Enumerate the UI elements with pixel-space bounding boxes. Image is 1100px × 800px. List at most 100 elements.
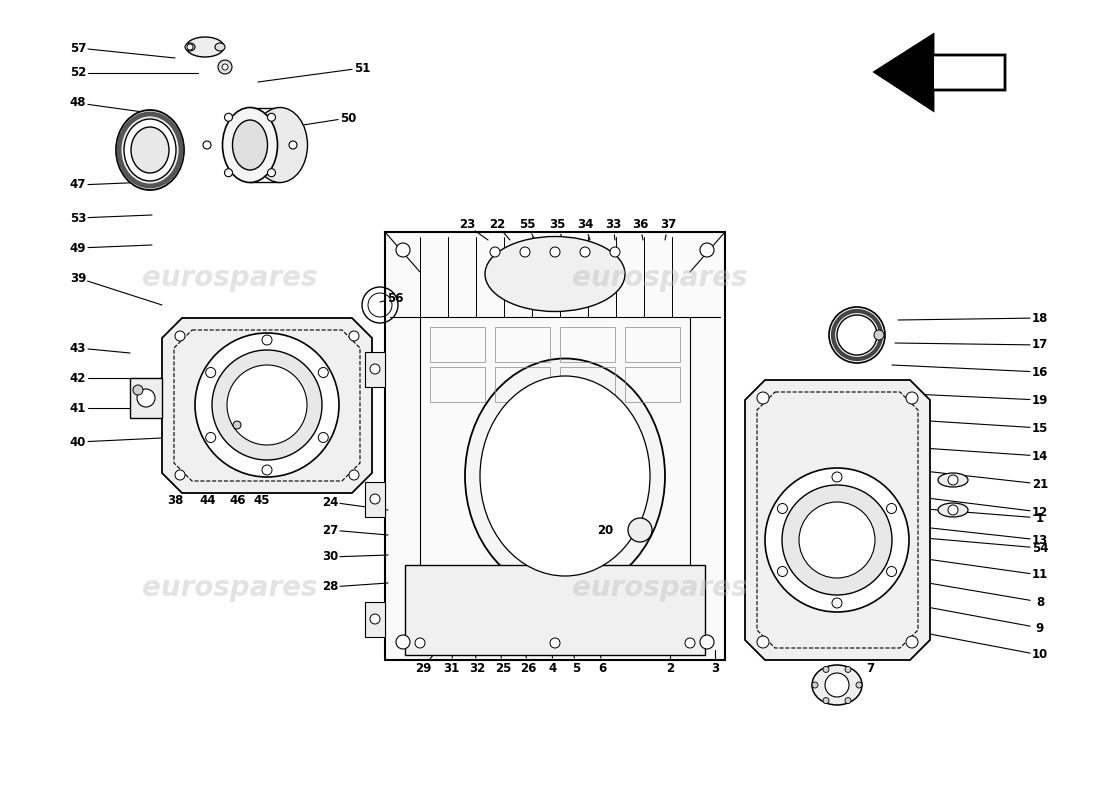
Text: 32: 32 <box>469 662 485 674</box>
Polygon shape <box>874 35 1005 110</box>
Circle shape <box>370 364 379 374</box>
Text: 9: 9 <box>1036 622 1044 634</box>
Polygon shape <box>874 35 933 110</box>
Bar <box>430 327 485 362</box>
Circle shape <box>845 698 851 703</box>
Circle shape <box>396 635 410 649</box>
Circle shape <box>318 367 328 378</box>
Circle shape <box>195 333 339 477</box>
Circle shape <box>224 114 232 122</box>
Text: 54: 54 <box>1032 542 1048 554</box>
Circle shape <box>187 44 192 50</box>
Text: 26: 26 <box>520 662 536 674</box>
Text: 7: 7 <box>866 662 874 674</box>
Text: 57: 57 <box>69 42 86 54</box>
Circle shape <box>224 169 232 177</box>
Ellipse shape <box>186 37 224 57</box>
Text: 43: 43 <box>69 342 86 354</box>
Text: 27: 27 <box>322 523 338 537</box>
Text: 34: 34 <box>576 218 593 231</box>
Circle shape <box>887 566 896 577</box>
Text: 39: 39 <box>69 271 86 285</box>
Polygon shape <box>745 380 930 660</box>
Text: 36: 36 <box>631 218 648 231</box>
Text: 24: 24 <box>322 495 338 509</box>
Text: 45: 45 <box>254 494 271 506</box>
Ellipse shape <box>124 119 176 181</box>
Text: 22: 22 <box>488 218 505 231</box>
Polygon shape <box>162 318 372 493</box>
Circle shape <box>610 247 620 257</box>
Text: 25: 25 <box>495 662 512 674</box>
Circle shape <box>349 331 359 341</box>
Text: 18: 18 <box>1032 311 1048 325</box>
Ellipse shape <box>812 665 862 705</box>
Text: 12: 12 <box>1032 506 1048 518</box>
Text: 16: 16 <box>1032 366 1048 378</box>
Text: 52: 52 <box>69 66 86 79</box>
Circle shape <box>829 307 886 363</box>
Circle shape <box>490 247 500 257</box>
Text: 28: 28 <box>322 581 338 594</box>
Bar <box>495 327 550 362</box>
Text: 23: 23 <box>459 218 475 231</box>
Bar <box>495 367 550 402</box>
Circle shape <box>700 243 714 257</box>
Circle shape <box>845 666 851 673</box>
Circle shape <box>222 64 228 70</box>
Circle shape <box>778 503 788 514</box>
Ellipse shape <box>116 110 184 190</box>
Text: eurospares: eurospares <box>572 574 748 602</box>
Circle shape <box>757 636 769 648</box>
Circle shape <box>289 141 297 149</box>
Text: 19: 19 <box>1032 394 1048 406</box>
Text: 2: 2 <box>666 662 674 674</box>
Circle shape <box>832 472 842 482</box>
Text: eurospares: eurospares <box>142 574 318 602</box>
Circle shape <box>874 330 884 340</box>
Circle shape <box>206 433 216 442</box>
Text: 49: 49 <box>69 242 86 254</box>
Text: 20: 20 <box>597 523 613 537</box>
Bar <box>365 602 385 637</box>
Ellipse shape <box>185 43 195 51</box>
Circle shape <box>823 666 829 673</box>
Circle shape <box>906 392 918 404</box>
Circle shape <box>520 247 530 257</box>
Circle shape <box>782 485 892 595</box>
Text: 13: 13 <box>1032 534 1048 546</box>
Text: 42: 42 <box>69 371 86 385</box>
Ellipse shape <box>222 107 277 182</box>
Circle shape <box>175 470 185 480</box>
Bar <box>625 367 680 402</box>
Circle shape <box>175 331 185 341</box>
Circle shape <box>396 243 410 257</box>
Circle shape <box>318 433 328 442</box>
Text: 51: 51 <box>354 62 371 74</box>
Ellipse shape <box>214 43 225 51</box>
Text: 15: 15 <box>1032 422 1048 434</box>
Circle shape <box>948 475 958 485</box>
Circle shape <box>349 470 359 480</box>
Text: 31: 31 <box>443 662 459 674</box>
Text: 41: 41 <box>69 402 86 414</box>
Text: 50: 50 <box>340 111 356 125</box>
Circle shape <box>233 421 241 429</box>
Bar <box>130 378 162 418</box>
Circle shape <box>799 502 875 578</box>
Text: 29: 29 <box>415 662 431 674</box>
Circle shape <box>764 468 909 612</box>
Circle shape <box>267 114 275 122</box>
Text: 14: 14 <box>1032 450 1048 462</box>
Circle shape <box>685 638 695 648</box>
Bar <box>625 327 680 362</box>
Ellipse shape <box>131 127 169 173</box>
Circle shape <box>212 350 322 460</box>
Circle shape <box>138 389 155 407</box>
Text: 6: 6 <box>598 662 606 674</box>
Circle shape <box>700 635 714 649</box>
Circle shape <box>948 505 958 515</box>
Circle shape <box>370 614 379 624</box>
Text: 37: 37 <box>660 218 676 231</box>
Circle shape <box>812 682 818 688</box>
